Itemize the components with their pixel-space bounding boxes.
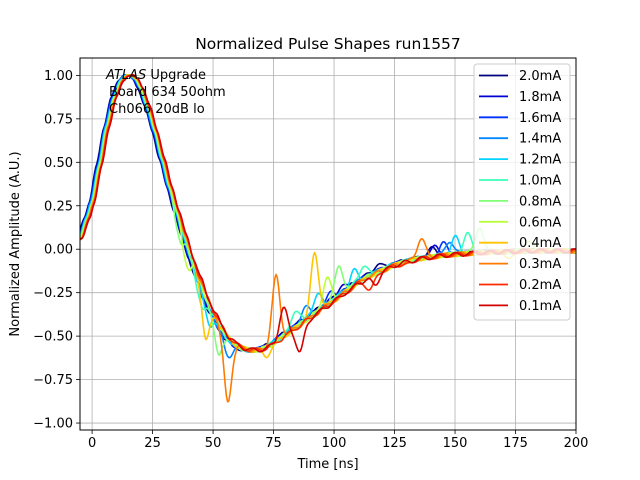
annotation-atlas: ATLAS — [105, 68, 146, 83]
legend-label: 0.6mA — [519, 215, 561, 230]
x-tick-label: 50 — [205, 436, 222, 451]
legend-label: 1.8mA — [519, 90, 561, 105]
annotation-line-1: ATLAS Upgrade — [105, 68, 206, 83]
legend-label: 2.0mA — [519, 69, 561, 84]
annotation-upgrade: Upgrade — [146, 68, 206, 83]
y-tick-label: 1.00 — [44, 69, 73, 84]
legend-label: 0.4mA — [519, 236, 561, 251]
y-axis: 1.00 0.75 0.50 0.25 0.00 −0.25 −0.50 −0.75 −1.00 — [33, 69, 80, 432]
plot-frame — [79, 57, 577, 431]
y-tick-label: −0.75 — [33, 373, 73, 388]
legend-label: 1.2mA — [519, 153, 561, 168]
x-tick-label: 75 — [265, 436, 282, 451]
annotation-line-3: Ch066 20dB lo — [109, 102, 205, 117]
legend-box — [473, 63, 571, 321]
y-tick-label: 0.50 — [44, 156, 73, 171]
legend-label: 1.6mA — [519, 111, 561, 126]
x-tick-label: 175 — [503, 436, 528, 451]
y-tick-label: 0.25 — [44, 199, 73, 214]
x-tick-label: 150 — [443, 436, 468, 451]
y-tick-label: 0.75 — [44, 112, 73, 127]
legend: 2.0mA 1.8mA 1.6mA 1.4mA 1.2mA 1.0mA 0.8mA 0.6mA… — [473, 63, 571, 321]
y-axis-label: Normalized Amplitude (A.U.) — [8, 151, 23, 336]
y-tick-label: −1.00 — [33, 417, 73, 432]
x-tick-label: 100 — [322, 436, 347, 451]
y-tick-label: 0.00 — [44, 243, 73, 258]
x-axis-label: Time [ns] — [296, 457, 358, 472]
x-tick-label: 0 — [88, 436, 96, 451]
legend-label: 0.2mA — [519, 278, 561, 293]
x-tick-label: 25 — [144, 436, 161, 451]
y-tick-label: −0.25 — [33, 286, 73, 301]
legend-label: 0.3mA — [519, 257, 561, 272]
legend-label: 0.8mA — [519, 194, 561, 209]
legend-label: 1.4mA — [519, 132, 561, 147]
legend-label: 0.1mA — [519, 299, 561, 314]
legend-label: 1.0mA — [519, 174, 561, 189]
chart-title: Normalized Pulse Shapes run1557 — [195, 35, 461, 53]
annotation: ATLAS Upgrade Board 634 50ohm Ch066 20dB… — [105, 68, 226, 117]
x-tick-label: 200 — [564, 436, 589, 451]
x-axis: 0 25 50 75 100 125 150 175 200 — [88, 430, 588, 451]
x-tick-label: 125 — [382, 436, 407, 451]
y-tick-label: −0.50 — [33, 330, 73, 345]
annotation-line-2: Board 634 50ohm — [109, 85, 226, 100]
